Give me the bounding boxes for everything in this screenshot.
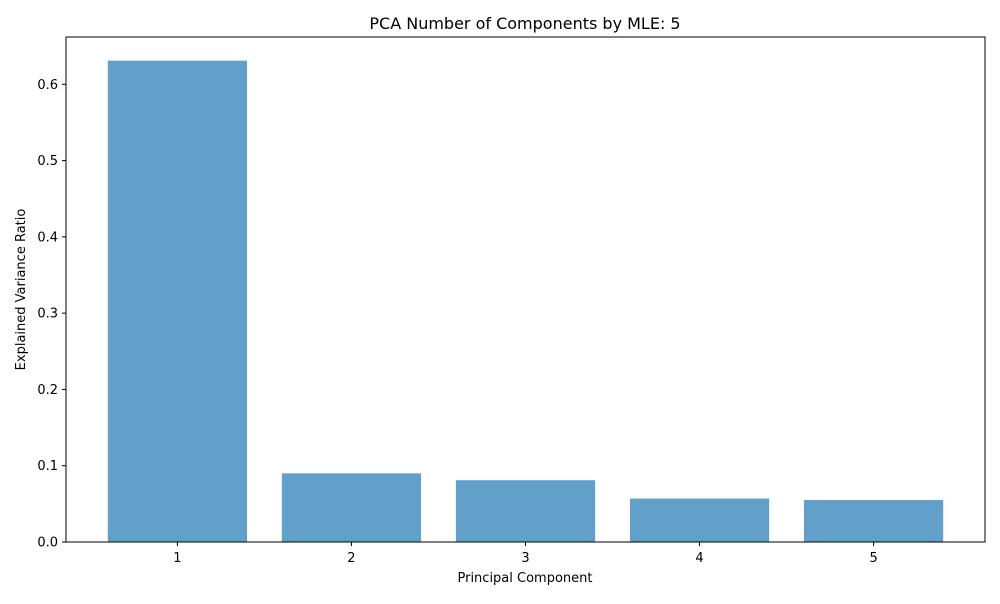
x-axis-ticks: 1 2 3 4 5 — [173, 542, 878, 566]
y-axis-label: Explained Variance Ratio — [14, 209, 29, 371]
y-tick-label: 0.5 — [37, 154, 58, 169]
y-tick-label: 0.0 — [37, 536, 58, 551]
x-tick-label: 3 — [521, 551, 529, 566]
y-tick-label: 0.2 — [37, 383, 58, 398]
x-tick-label: 4 — [695, 551, 703, 566]
plot-area-frame — [65, 36, 986, 543]
bar-component-3 — [455, 480, 596, 542]
y-tick-label: 0.1 — [37, 459, 58, 474]
x-axis-label: Principal Component — [457, 571, 592, 586]
bar-component-5 — [803, 500, 944, 542]
x-tick-label: 1 — [173, 551, 181, 566]
y-tick-label: 0.4 — [37, 230, 58, 245]
bars-layer — [107, 60, 944, 542]
y-axis-ticks: 0.0 0.1 0.2 0.3 0.4 0.5 0.6 — [37, 78, 66, 551]
bar-component-2 — [281, 473, 422, 542]
chart-title: PCA Number of Components by MLE: 5 — [369, 14, 680, 33]
y-tick-label: 0.6 — [37, 78, 58, 93]
bar-component-1 — [107, 60, 248, 542]
x-tick-label: 2 — [347, 551, 355, 566]
x-tick-label: 5 — [869, 551, 877, 566]
y-tick-label: 0.3 — [37, 307, 58, 322]
bar-component-4 — [629, 498, 770, 542]
